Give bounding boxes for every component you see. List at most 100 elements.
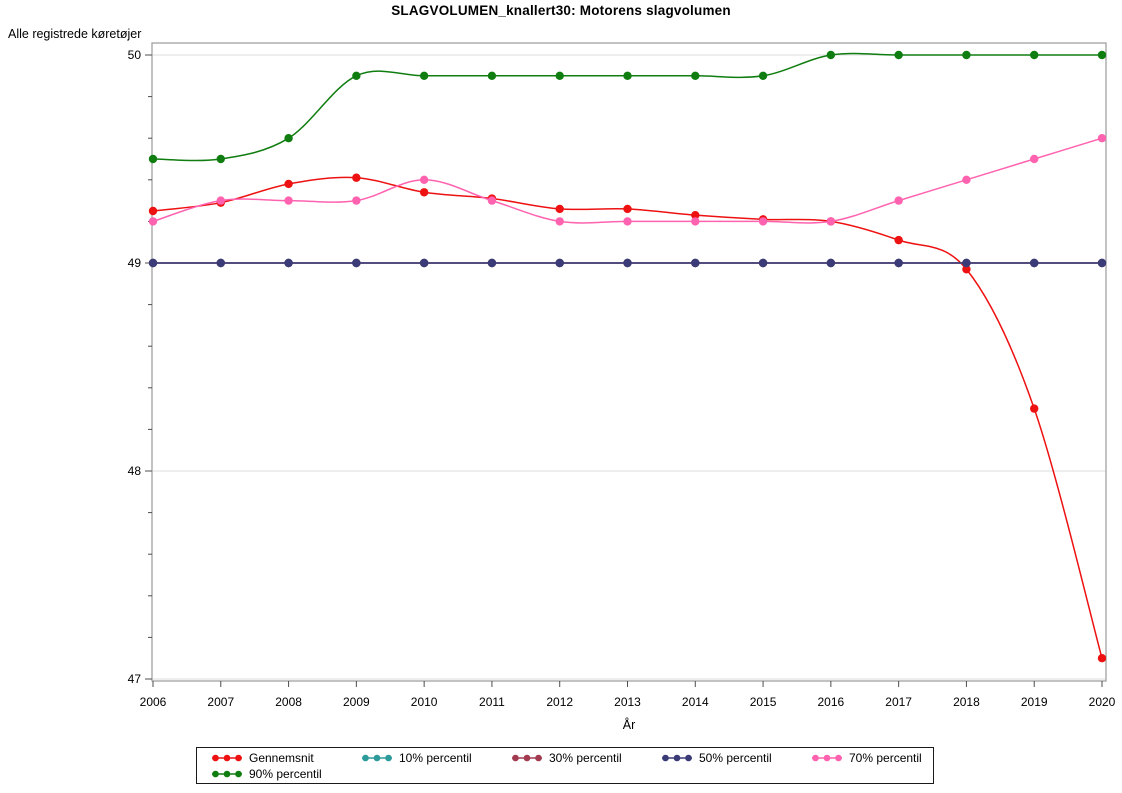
legend-row: Gennemsnit 10% percentil 30% percentil 50% …	[211, 750, 933, 766]
legend-marker-icon	[512, 754, 542, 762]
x-tick-label: 2014	[682, 695, 709, 709]
data-point-70-percentil	[284, 196, 293, 205]
data-point-90-percentil	[284, 134, 293, 143]
data-point-70-percentil	[691, 217, 700, 226]
legend-label-70-percentil: 70% percentil	[849, 751, 922, 765]
series-line-90-percentil	[152, 52, 1102, 162]
data-point-50-percentil	[962, 258, 971, 268]
x-tick-label: 2013	[614, 695, 641, 709]
legend-label-10-percentil: 10% percentil	[399, 751, 472, 765]
data-point-50-percentil	[487, 258, 497, 268]
data-point-50-percentil	[216, 258, 225, 268]
y-tick-label: 50	[128, 48, 142, 62]
x-tick-label: 2010	[411, 695, 438, 709]
x-tick-label: 2017	[885, 695, 912, 709]
chart-legend: Gennemsnit 10% percentil 30% percentil 50% …	[196, 747, 934, 784]
data-point-gennemsnit	[623, 204, 632, 214]
data-point-70-percentil	[216, 196, 225, 205]
plot-frame	[151, 42, 1107, 682]
legend-marker-icon	[362, 754, 392, 762]
x-tick-label: 2020	[1089, 695, 1116, 709]
data-point-gennemsnit	[1030, 404, 1039, 413]
data-point-50-percentil	[623, 258, 632, 268]
gridlines	[152, 54, 1106, 680]
data-point-gennemsnit	[284, 179, 293, 189]
data-point-90-percentil	[352, 71, 361, 81]
data-point-50-percentil	[1030, 258, 1039, 268]
data-point-gennemsnit	[962, 265, 971, 274]
y-tick-label: 49	[128, 256, 142, 270]
data-point-50-percentil	[284, 258, 293, 268]
legend-label-50-percentil: 50% percentil	[699, 751, 772, 765]
x-axis-title: År	[622, 718, 636, 732]
data-point-50-percentil	[555, 258, 564, 268]
data-point-70-percentil	[758, 217, 768, 226]
data-point-90-percentil	[487, 71, 497, 81]
chart-title: SLAGVOLUMEN_knallert30: Motorens slagvol…	[391, 3, 731, 18]
data-point-90-percentil	[623, 71, 632, 81]
data-point-gennemsnit	[894, 235, 903, 245]
x-tick-label: 2018	[953, 695, 980, 709]
legend-item-70-percentil: 70% percentil	[811, 750, 961, 766]
y-axis: 47 48 49 50	[128, 48, 152, 686]
data-point-50-percentil	[691, 258, 700, 268]
data-point-90-percentil	[962, 50, 971, 60]
data-point-90-percentil	[148, 154, 158, 164]
data-point-90-percentil	[1097, 50, 1107, 60]
data-point-90-percentil	[216, 154, 225, 164]
data-point-90-percentil	[419, 71, 429, 81]
data-point-70-percentil	[1030, 154, 1039, 164]
data-point-90-percentil	[691, 71, 700, 81]
x-tick-label: 2015	[750, 695, 777, 709]
x-tick-label: 2011	[479, 695, 505, 709]
series-gennemsnit	[148, 173, 1107, 663]
y-tick-label: 48	[128, 464, 142, 478]
x-tick-label: 2007	[207, 695, 234, 709]
data-point-gennemsnit	[352, 173, 361, 182]
data-point-50-percentil	[148, 258, 158, 268]
series-70-percentil	[148, 134, 1107, 226]
data-point-50-percentil	[352, 258, 361, 268]
data-point-90-percentil	[758, 71, 768, 81]
data-point-50-percentil	[758, 258, 768, 268]
legend-label-30-percentil: 30% percentil	[549, 751, 622, 765]
legend-item-10-percentil: 10% percentil	[361, 750, 511, 766]
data-point-70-percentil	[352, 196, 361, 205]
data-point-gennemsnit	[555, 204, 564, 214]
data-point-90-percentil	[826, 50, 836, 60]
x-axis: 2006 2007 2008 2009 2010 2011 2012 2013 2014 2015…	[140, 681, 1116, 709]
data-point-50-percentil	[419, 258, 429, 268]
data-point-70-percentil	[148, 217, 158, 226]
series-line-gennemsnit	[152, 176, 1103, 659]
x-tick-label: 2019	[1021, 695, 1048, 709]
x-tick-label: 2012	[546, 695, 573, 709]
legend-row: 90% percentil	[211, 766, 933, 782]
x-tick-label: 2009	[343, 695, 370, 709]
data-point-gennemsnit	[148, 206, 158, 216]
data-point-50-percentil	[894, 258, 903, 268]
series-50-percentil	[148, 258, 1107, 268]
data-point-70-percentil	[962, 175, 971, 184]
legend-marker-icon	[812, 754, 842, 762]
data-point-90-percentil	[1030, 50, 1039, 60]
x-tick-label: 2008	[275, 695, 302, 709]
legend-marker-icon	[662, 754, 692, 762]
x-tick-label: 2006	[140, 695, 167, 709]
data-point-gennemsnit	[419, 188, 429, 197]
data-point-70-percentil	[623, 217, 632, 226]
data-point-70-percentil	[826, 217, 836, 226]
data-point-70-percentil	[894, 196, 903, 205]
legend-marker-icon	[212, 770, 242, 778]
data-point-70-percentil	[555, 217, 564, 226]
series-90-percentil	[148, 50, 1107, 164]
data-point-gennemsnit	[1097, 654, 1107, 663]
data-point-70-percentil	[419, 175, 429, 184]
data-point-50-percentil	[1097, 258, 1107, 268]
legend-item-90-percentil: 90% percentil	[211, 766, 361, 782]
legend-item-gennemsnit: Gennemsnit	[211, 750, 361, 766]
data-point-gennemsnit	[691, 210, 700, 220]
legend-label-gennemsnit: Gennemsnit	[249, 751, 314, 765]
x-tick-label: 2016	[818, 695, 845, 709]
